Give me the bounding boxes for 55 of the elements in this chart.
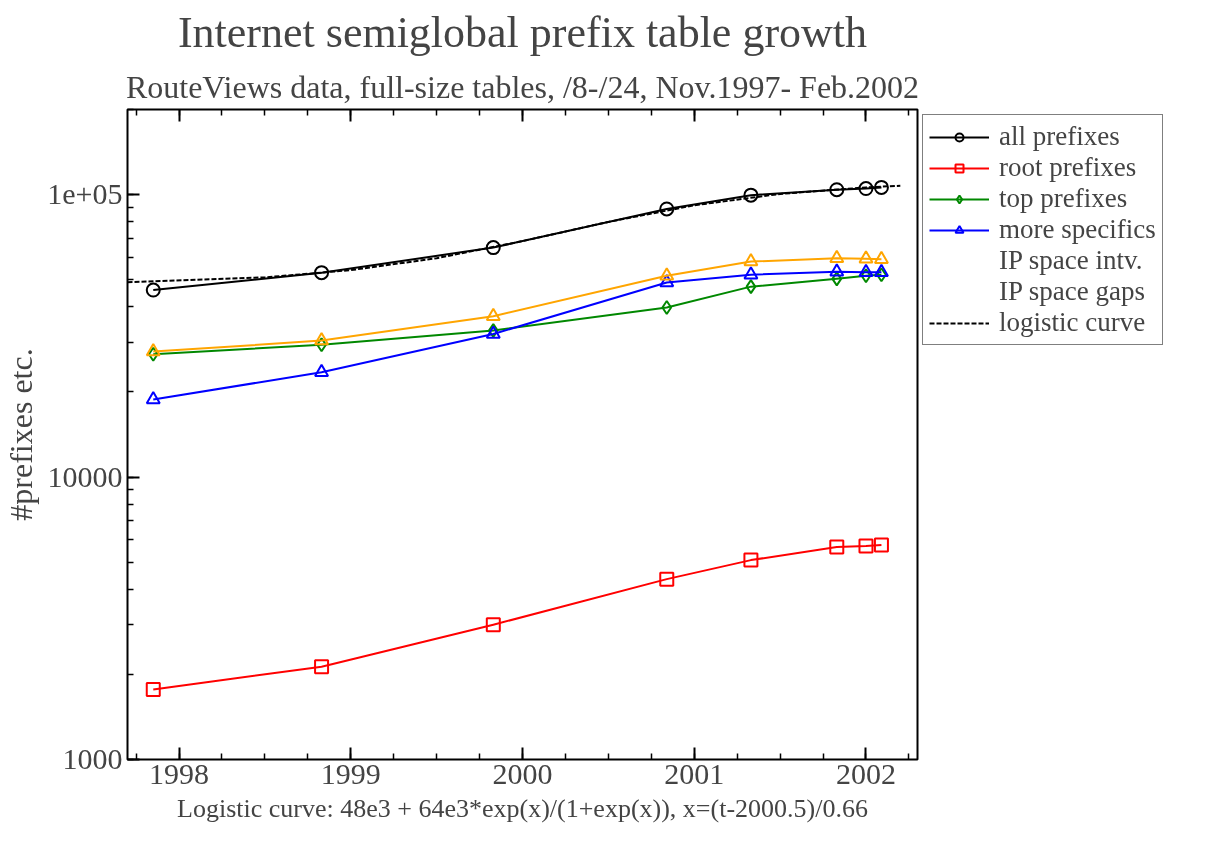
- point: [858, 263, 874, 277]
- point: [873, 537, 889, 553]
- text: IP space intv.: [999, 245, 1143, 276]
- x-tick-label: 1999: [320, 756, 381, 790]
- point: [858, 538, 874, 554]
- point: [829, 263, 845, 277]
- point: [743, 552, 759, 568]
- y-tick-label: 1e+05: [47, 177, 123, 211]
- point: [659, 274, 675, 288]
- point: [858, 250, 874, 264]
- point: [858, 181, 874, 197]
- x-tick-label: 2002: [835, 756, 896, 790]
- point: [743, 187, 759, 203]
- point: [145, 391, 161, 405]
- point: [314, 265, 330, 281]
- legend-label: top prefixes: [999, 183, 1128, 214]
- legend-label: all prefixes: [999, 121, 1120, 152]
- point: [145, 343, 161, 357]
- point: [745, 279, 757, 295]
- text: IP space gaps: [999, 276, 1145, 307]
- point: [485, 307, 501, 321]
- legend-label: root prefixes: [999, 152, 1137, 183]
- y-tick-label: 10000: [47, 459, 123, 493]
- point: [743, 266, 759, 280]
- point: [314, 332, 330, 346]
- point: [659, 267, 675, 281]
- point: [873, 179, 889, 195]
- y-tick-label: 1000: [62, 742, 123, 775]
- point: [661, 300, 673, 316]
- point: [145, 282, 161, 298]
- point: [743, 253, 759, 267]
- text: Logistic curve: 48e3 + 64e3*exp(x)/(1+exp(x)), x=(t-2000.5)/0.66: [177, 793, 868, 823]
- chart-title: Internet semiglobal prefix table growth: [177, 7, 868, 57]
- point: [485, 617, 501, 633]
- point: [860, 268, 872, 284]
- point: [485, 240, 501, 256]
- x-tick-label: 2000: [492, 756, 553, 790]
- y-axis-title: #prefixes etc.: [3, 348, 40, 521]
- chart-subtitle: RouteViews data, full-size tables, /8-/24, Nov.1997- Feb.2002: [125, 68, 920, 105]
- x-tick-label: 1998: [149, 756, 210, 790]
- point: [145, 681, 161, 697]
- legend-label: more specifics: [999, 214, 1156, 245]
- point: [829, 182, 845, 198]
- point: [659, 201, 675, 217]
- point: [314, 659, 330, 675]
- point: [314, 363, 330, 377]
- point: [873, 250, 889, 265]
- x-tick-label: 2001: [664, 756, 725, 790]
- point: [831, 271, 843, 287]
- point: [147, 346, 159, 362]
- point: [873, 263, 889, 277]
- point: [829, 539, 845, 555]
- point: [659, 571, 675, 587]
- legend-label: logistic curve: [999, 307, 1146, 338]
- point: [829, 249, 845, 263]
